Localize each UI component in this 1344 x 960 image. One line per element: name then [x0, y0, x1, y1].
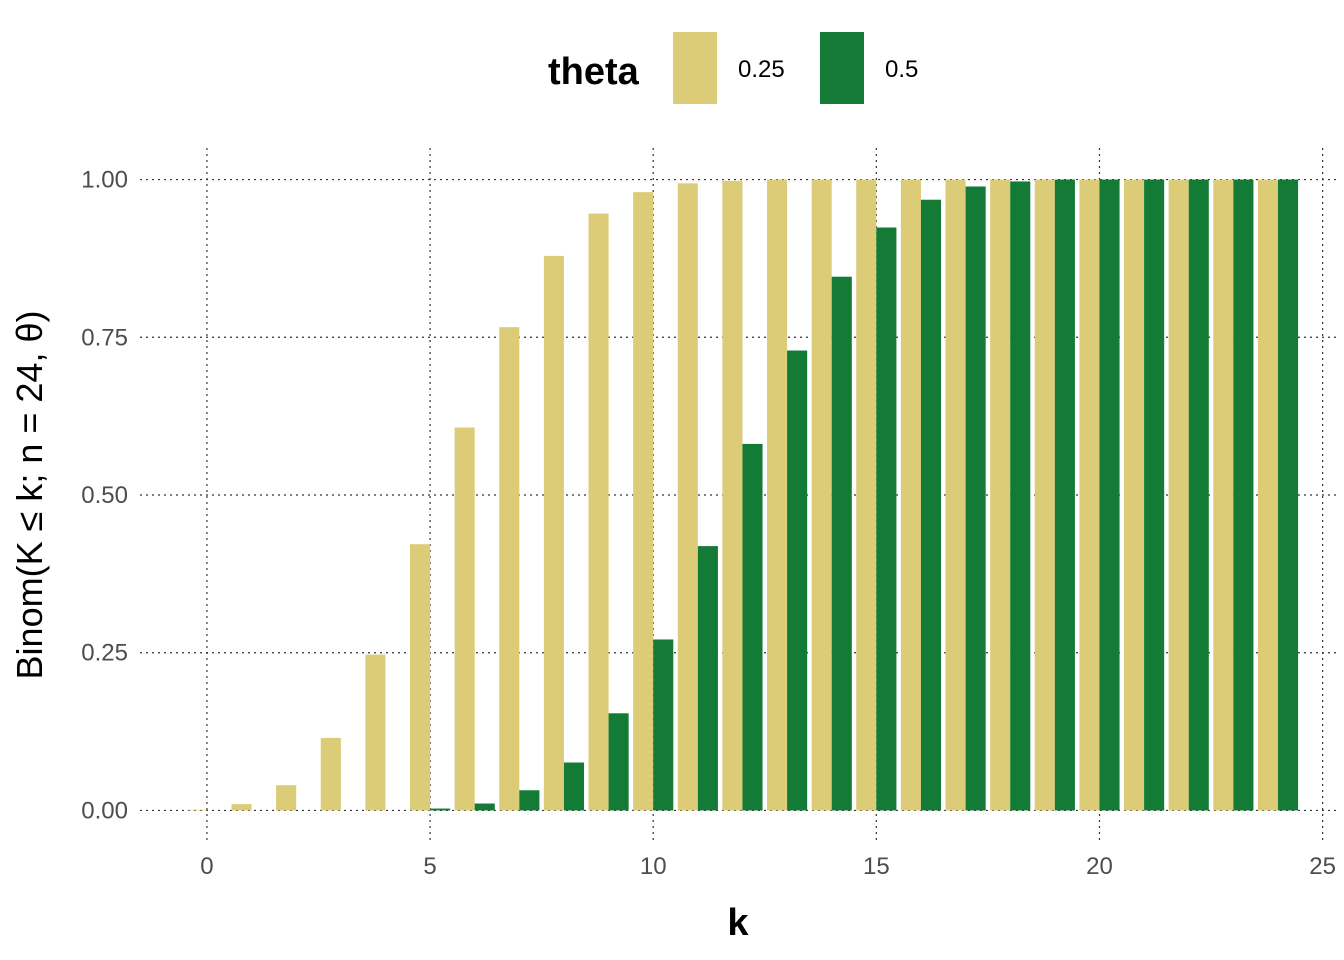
- bar-theta-0.5-k-24: [1277, 179, 1299, 811]
- legend-key-0.5: [820, 32, 864, 104]
- y-axis-tick-labels: 0.00 0.25 0.50 0.75 1.00: [81, 167, 128, 825]
- x-tick-label: 25: [1309, 853, 1336, 880]
- bar-theta-0.25-k-23: [1213, 179, 1234, 811]
- bar-theta-0.5-k-7: [519, 790, 540, 811]
- bar-theta-0.25-k-6: [454, 427, 475, 811]
- legend-label-0.25: 0.25: [738, 56, 785, 83]
- bar-theta-0.25-k-24: [1257, 179, 1278, 811]
- legend-title: theta: [548, 51, 640, 93]
- legend: theta 0.25 0.5: [548, 32, 918, 104]
- bar-theta-0.25-k-0: [186, 809, 207, 811]
- y-axis-title: Binom(K ≤ k; n = 24, θ): [9, 311, 50, 680]
- bar-theta-0.5-k-21: [1144, 179, 1165, 811]
- bar-theta-0.5-k-12: [742, 443, 763, 811]
- bar-theta-0.5-k-10: [653, 639, 674, 811]
- bar-theta-0.5-k-8: [563, 762, 585, 811]
- bar-theta-0.25-k-11: [677, 183, 698, 811]
- bar-theta-0.25-k-8: [543, 255, 564, 811]
- bar-theta-0.25-k-13: [767, 179, 788, 811]
- bar-theta-0.25-k-19: [1034, 179, 1055, 811]
- x-tick-label: 10: [640, 853, 667, 880]
- bar-theta-0.5-k-19: [1054, 179, 1075, 811]
- bar-theta-0.25-k-21: [1124, 179, 1145, 811]
- x-tick-label: 5: [423, 853, 436, 880]
- bar-theta-0.25-k-22: [1168, 179, 1189, 811]
- bar-theta-0.5-k-16: [920, 199, 942, 811]
- bar-theta-0.5-k-20: [1099, 179, 1120, 811]
- bar-theta-0.25-k-9: [588, 213, 609, 811]
- bar-theta-0.25-k-17: [945, 179, 966, 811]
- bar-theta-0.25-k-16: [900, 179, 921, 811]
- bar-theta-0.5-k-18: [1010, 181, 1031, 811]
- y-tick-label: 1.00: [81, 167, 128, 194]
- bar-theta-0.5-k-11: [697, 546, 718, 811]
- x-tick-label: 20: [1086, 853, 1113, 880]
- y-tick-label: 0.75: [81, 324, 128, 351]
- bar-theta-0.25-k-15: [856, 179, 877, 811]
- bar-theta-0.25-k-18: [990, 179, 1011, 811]
- bar-theta-0.5-k-23: [1233, 179, 1254, 811]
- x-axis-tick-labels: 0 5 10 15 20 25: [200, 853, 1336, 880]
- bar-theta-0.25-k-5: [409, 544, 431, 811]
- bar-theta-0.25-k-1: [231, 804, 252, 811]
- legend-key-0.25: [673, 32, 717, 104]
- bar-theta-0.25-k-12: [722, 180, 743, 811]
- bar-theta-0.5-k-9: [608, 713, 629, 811]
- bar-theta-0.25-k-3: [320, 737, 341, 811]
- bar-theta-0.5-k-17: [965, 186, 986, 811]
- bar-theta-0.5-k-5: [430, 808, 451, 811]
- bar-theta-0.25-k-7: [499, 327, 520, 811]
- bars: [186, 179, 1299, 811]
- x-tick-label: 15: [863, 853, 890, 880]
- x-axis-title: k: [727, 902, 749, 944]
- bar-theta-0.25-k-2: [276, 785, 297, 811]
- y-tick-label: 0.50: [81, 482, 128, 509]
- bar-theta-0.5-k-13: [787, 350, 808, 811]
- y-tick-label: 0.00: [81, 797, 128, 824]
- bar-theta-0.5-k-22: [1188, 179, 1209, 811]
- x-tick-label: 0: [200, 853, 213, 880]
- bar-theta-0.5-k-6: [474, 803, 495, 811]
- bar-theta-0.25-k-10: [633, 192, 654, 811]
- bar-theta-0.25-k-20: [1079, 179, 1100, 811]
- legend-label-0.5: 0.5: [885, 56, 918, 83]
- bar-theta-0.25-k-4: [365, 654, 386, 811]
- bar-theta-0.25-k-14: [811, 179, 832, 811]
- y-tick-label: 0.25: [81, 640, 128, 667]
- bar-theta-0.5-k-15: [876, 227, 897, 811]
- bar-theta-0.5-k-14: [831, 276, 852, 811]
